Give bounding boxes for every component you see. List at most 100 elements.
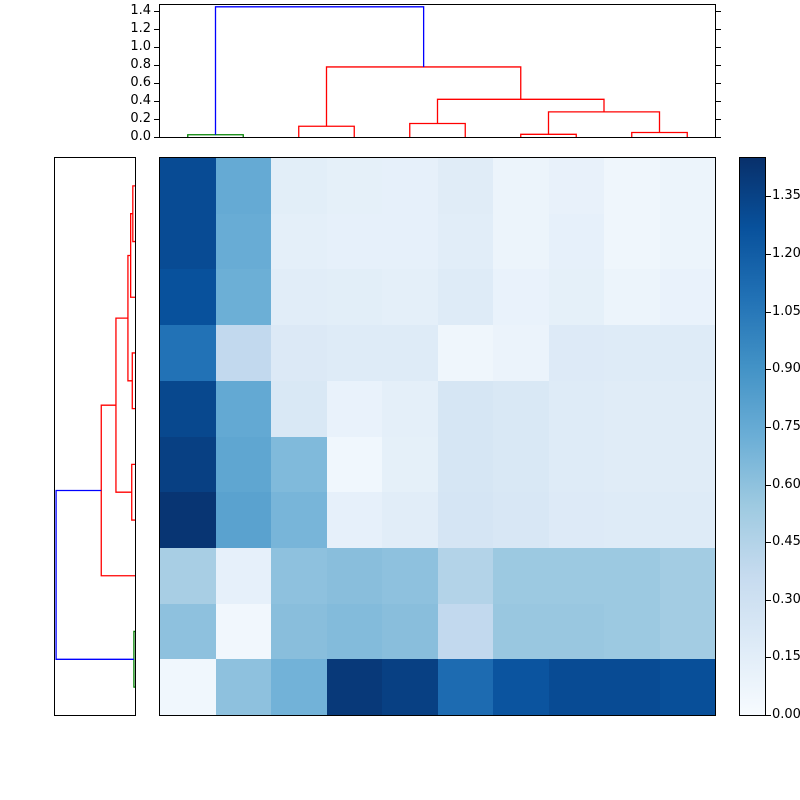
- heatmap-cell: [271, 325, 327, 381]
- heatmap-cell: [160, 325, 216, 381]
- dendrogram-link: [214, 6, 425, 135]
- tick-mark: [154, 137, 159, 138]
- heatmap-cell: [271, 213, 327, 270]
- dendrogram-link: [115, 317, 132, 493]
- tick-mark: [154, 65, 159, 66]
- heatmap-cell: [604, 436, 660, 493]
- heatmap-cell: [493, 213, 549, 270]
- tick-mark: [766, 254, 771, 255]
- heatmap-cell: [382, 380, 438, 437]
- heatmap-cell: [437, 659, 493, 715]
- dendrogram-link: [131, 463, 135, 521]
- heatmap-cell: [604, 325, 660, 381]
- heatmap-cell: [548, 269, 604, 326]
- heatmap-cell: [493, 492, 549, 548]
- heatmap-cell: [437, 547, 493, 604]
- heatmap-cell: [326, 436, 382, 493]
- heatmap-cell: [160, 547, 216, 604]
- heatmap-cell: [215, 492, 271, 548]
- dendrogram-link: [100, 404, 135, 577]
- heatmap-cell: [493, 603, 549, 660]
- tick-mark: [766, 715, 771, 716]
- heatmap-cell: [382, 603, 438, 660]
- dendrogram-y-tick-label: 1.0: [130, 39, 151, 54]
- dendrogram-link: [132, 185, 135, 243]
- dendrogram-y-tick-label: 0.4: [130, 93, 151, 108]
- dendrogram-y-tick-label: 1.2: [130, 21, 151, 36]
- dendrogram-y-tick-label: 1.4: [130, 3, 151, 18]
- heatmap-cell: [215, 269, 271, 326]
- tick-mark: [766, 542, 771, 543]
- colorbar-tick-label: 0.30: [772, 592, 800, 607]
- colorbar-tick-label: 0.60: [772, 477, 800, 492]
- colorbar-gradient: [740, 158, 765, 715]
- heatmap-cell: [548, 380, 604, 437]
- tick-mark: [716, 29, 721, 30]
- heatmap-cell: [604, 603, 660, 660]
- tick-mark: [766, 600, 771, 601]
- tick-mark: [766, 485, 771, 486]
- column-dendrogram-axes: [159, 4, 716, 138]
- heatmap-cell: [271, 603, 327, 660]
- tick-mark: [154, 11, 159, 12]
- row-dendrogram: [55, 185, 135, 688]
- heatmap-cell: [548, 603, 604, 660]
- heatmap-cell: [326, 325, 382, 381]
- heatmap-cell: [659, 436, 715, 493]
- tick-mark: [154, 101, 159, 102]
- colorbar-tick-label: 0.15: [772, 649, 800, 664]
- heatmap-cell: [437, 603, 493, 660]
- heatmap-cell: [493, 436, 549, 493]
- dendrogram-link: [409, 122, 466, 137]
- tick-mark: [716, 119, 721, 120]
- heatmap-cell: [160, 158, 216, 214]
- heatmap-cell: [604, 659, 660, 715]
- dendrogram-y-tick-label: 0.6: [130, 75, 151, 90]
- heatmap-cell: [271, 269, 327, 326]
- heatmap-cell: [382, 213, 438, 270]
- heatmap-cell: [271, 492, 327, 548]
- colorbar-tick-label: 0.90: [772, 361, 800, 376]
- heatmap-cell: [604, 213, 660, 270]
- heatmap-cell: [382, 659, 438, 715]
- heatmap-cell: [437, 213, 493, 270]
- heatmap-cell: [659, 269, 715, 326]
- heatmap-cell: [493, 269, 549, 326]
- tick-mark: [716, 11, 721, 12]
- heatmap-cell: [437, 158, 493, 214]
- heatmap-cell: [271, 659, 327, 715]
- tick-mark: [716, 83, 721, 84]
- colorbar: [739, 157, 766, 716]
- heatmap-cell: [271, 380, 327, 437]
- dendrogram-y-tick-label: 0.0: [130, 129, 151, 144]
- tick-mark: [716, 65, 721, 66]
- row-dendrogram-axes: [54, 157, 136, 716]
- heatmap-cell: [160, 380, 216, 437]
- heatmap-cell: [548, 213, 604, 270]
- colorbar-tick-label: 0.00: [772, 707, 800, 722]
- heatmap-cell: [493, 325, 549, 381]
- tick-mark: [716, 47, 721, 48]
- colorbar-tick-label: 0.45: [772, 534, 800, 549]
- dendrogram-link: [133, 630, 135, 688]
- heatmap-cell: [382, 492, 438, 548]
- heatmap-cell: [382, 269, 438, 326]
- heatmap-cell: [659, 547, 715, 604]
- heatmap-cell: [604, 492, 660, 548]
- heatmap-cell: [215, 436, 271, 493]
- colorbar-tick-label: 1.35: [772, 188, 800, 203]
- tick-mark: [766, 427, 771, 428]
- heatmap-cell: [326, 380, 382, 437]
- heatmap-cell: [437, 325, 493, 381]
- heatmap-cell: [271, 547, 327, 604]
- dendrogram-y-tick-label: 0.8: [130, 57, 151, 72]
- heatmap-cell: [659, 659, 715, 715]
- heatmap-cell: [160, 492, 216, 548]
- heatmap-cell: [326, 547, 382, 604]
- heatmap-cell: [659, 158, 715, 214]
- heatmap-cell: [215, 603, 271, 660]
- colorbar-tick-label: 1.05: [772, 304, 800, 319]
- heatmap-grid: [160, 158, 715, 715]
- heatmap-cell: [326, 213, 382, 270]
